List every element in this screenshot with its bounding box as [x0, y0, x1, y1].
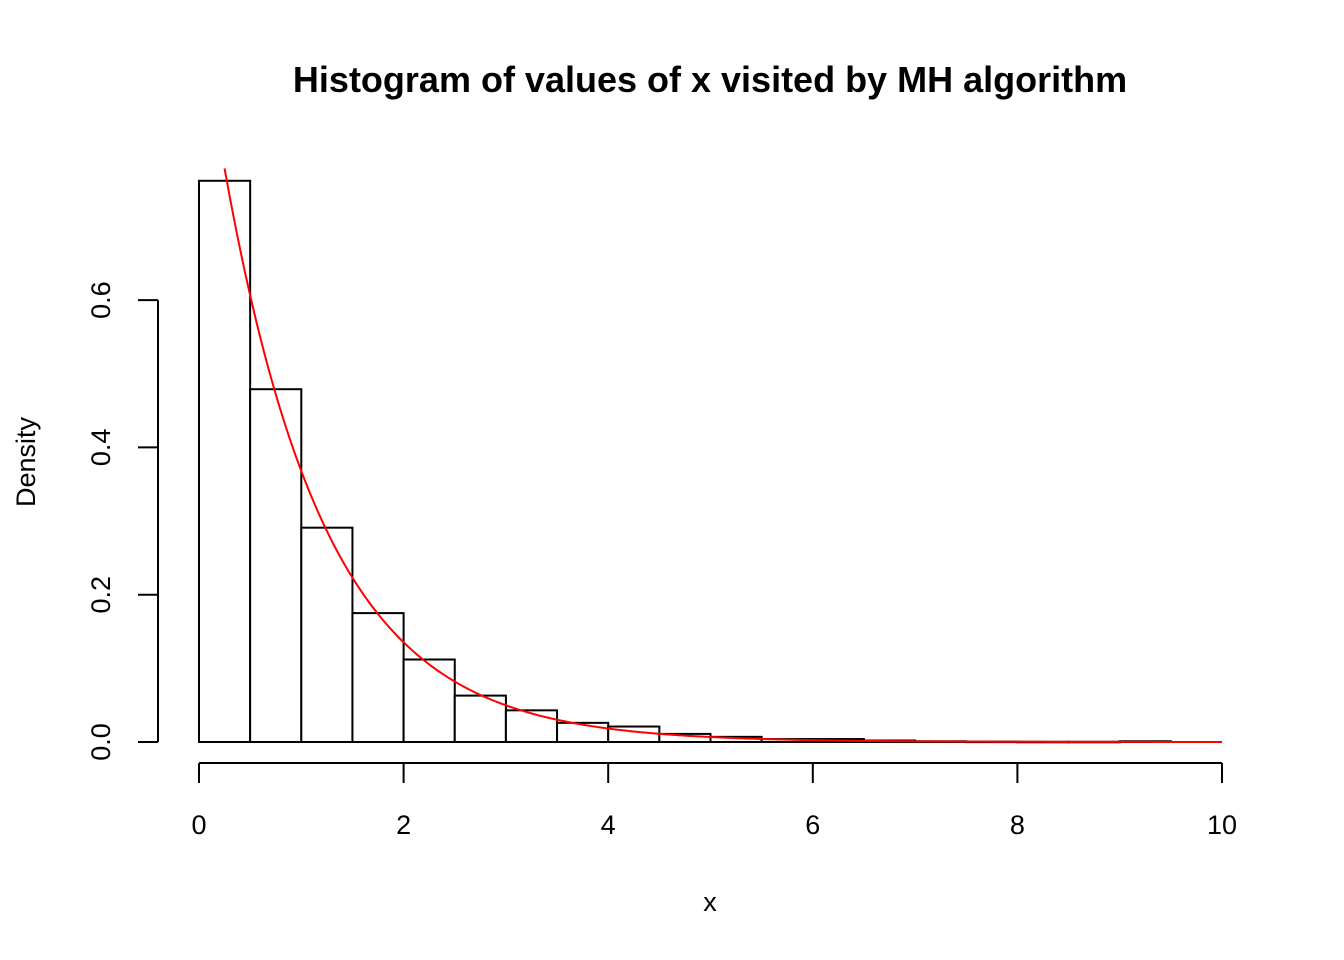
- x-axis-label: x: [703, 887, 717, 917]
- histogram-bar: [453, 694, 507, 744]
- x-tick-label: 0: [191, 810, 206, 840]
- y-axis: 0.0 0.2 0.4 0.6: [86, 281, 159, 761]
- histogram-bar: [300, 526, 354, 744]
- histogram-bar: [504, 709, 559, 744]
- x-tick-label: 8: [1010, 810, 1025, 840]
- histogram-bars: [198, 179, 1172, 744]
- y-axis-label: Density: [11, 416, 41, 507]
- histogram-bar: [556, 721, 610, 744]
- y-tick-label: 0.4: [86, 429, 116, 467]
- y-tick-label: 0.0: [86, 723, 116, 761]
- x-tick-label: 10: [1207, 810, 1237, 840]
- histogram-bar: [198, 179, 252, 744]
- chart-title: Histogram of values of x visited by MH a…: [293, 59, 1127, 100]
- x-axis: 0 2 4 6 8 10: [191, 762, 1237, 840]
- y-tick-label: 0.2: [86, 576, 116, 614]
- x-tick-label: 6: [805, 810, 820, 840]
- histogram-bar: [402, 658, 456, 744]
- density-curve: [223, 168, 1222, 743]
- x-tick-label: 2: [396, 810, 411, 840]
- y-tick-label: 0.6: [86, 281, 116, 319]
- x-tick-label: 4: [601, 810, 616, 840]
- histogram-bar: [249, 388, 303, 743]
- histogram-bar: [351, 612, 405, 743]
